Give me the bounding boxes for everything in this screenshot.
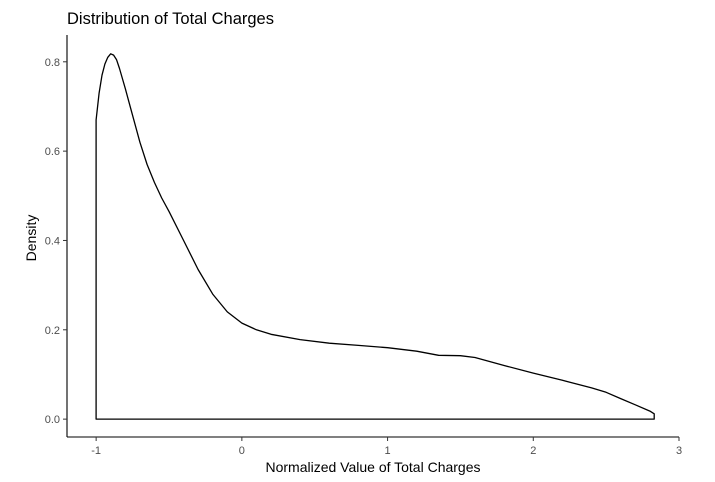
y-tick-label: 0.2 bbox=[45, 325, 60, 337]
x-axis-title: Normalized Value of Total Charges bbox=[265, 459, 480, 475]
x-tick-label: -1 bbox=[91, 445, 101, 457]
x-tick-label: 1 bbox=[385, 445, 391, 457]
y-axis-title: Density bbox=[23, 215, 39, 262]
density-curve bbox=[95, 53, 655, 420]
x-tick-label: 2 bbox=[530, 445, 536, 457]
y-ticks: 0.0 0.2 0.4 0.6 0.8 bbox=[45, 57, 67, 426]
chart-title: Distribution of Total Charges bbox=[67, 10, 274, 28]
y-tick-label: 0.8 bbox=[45, 57, 60, 69]
x-tick-label: 3 bbox=[676, 445, 682, 457]
y-tick-label: 0.0 bbox=[45, 414, 60, 426]
y-tick-label: 0.4 bbox=[45, 235, 60, 247]
x-tick-label: 0 bbox=[239, 445, 245, 457]
y-tick-label: 0.6 bbox=[45, 146, 60, 158]
x-ticks: -1 0 1 2 3 bbox=[91, 437, 682, 457]
